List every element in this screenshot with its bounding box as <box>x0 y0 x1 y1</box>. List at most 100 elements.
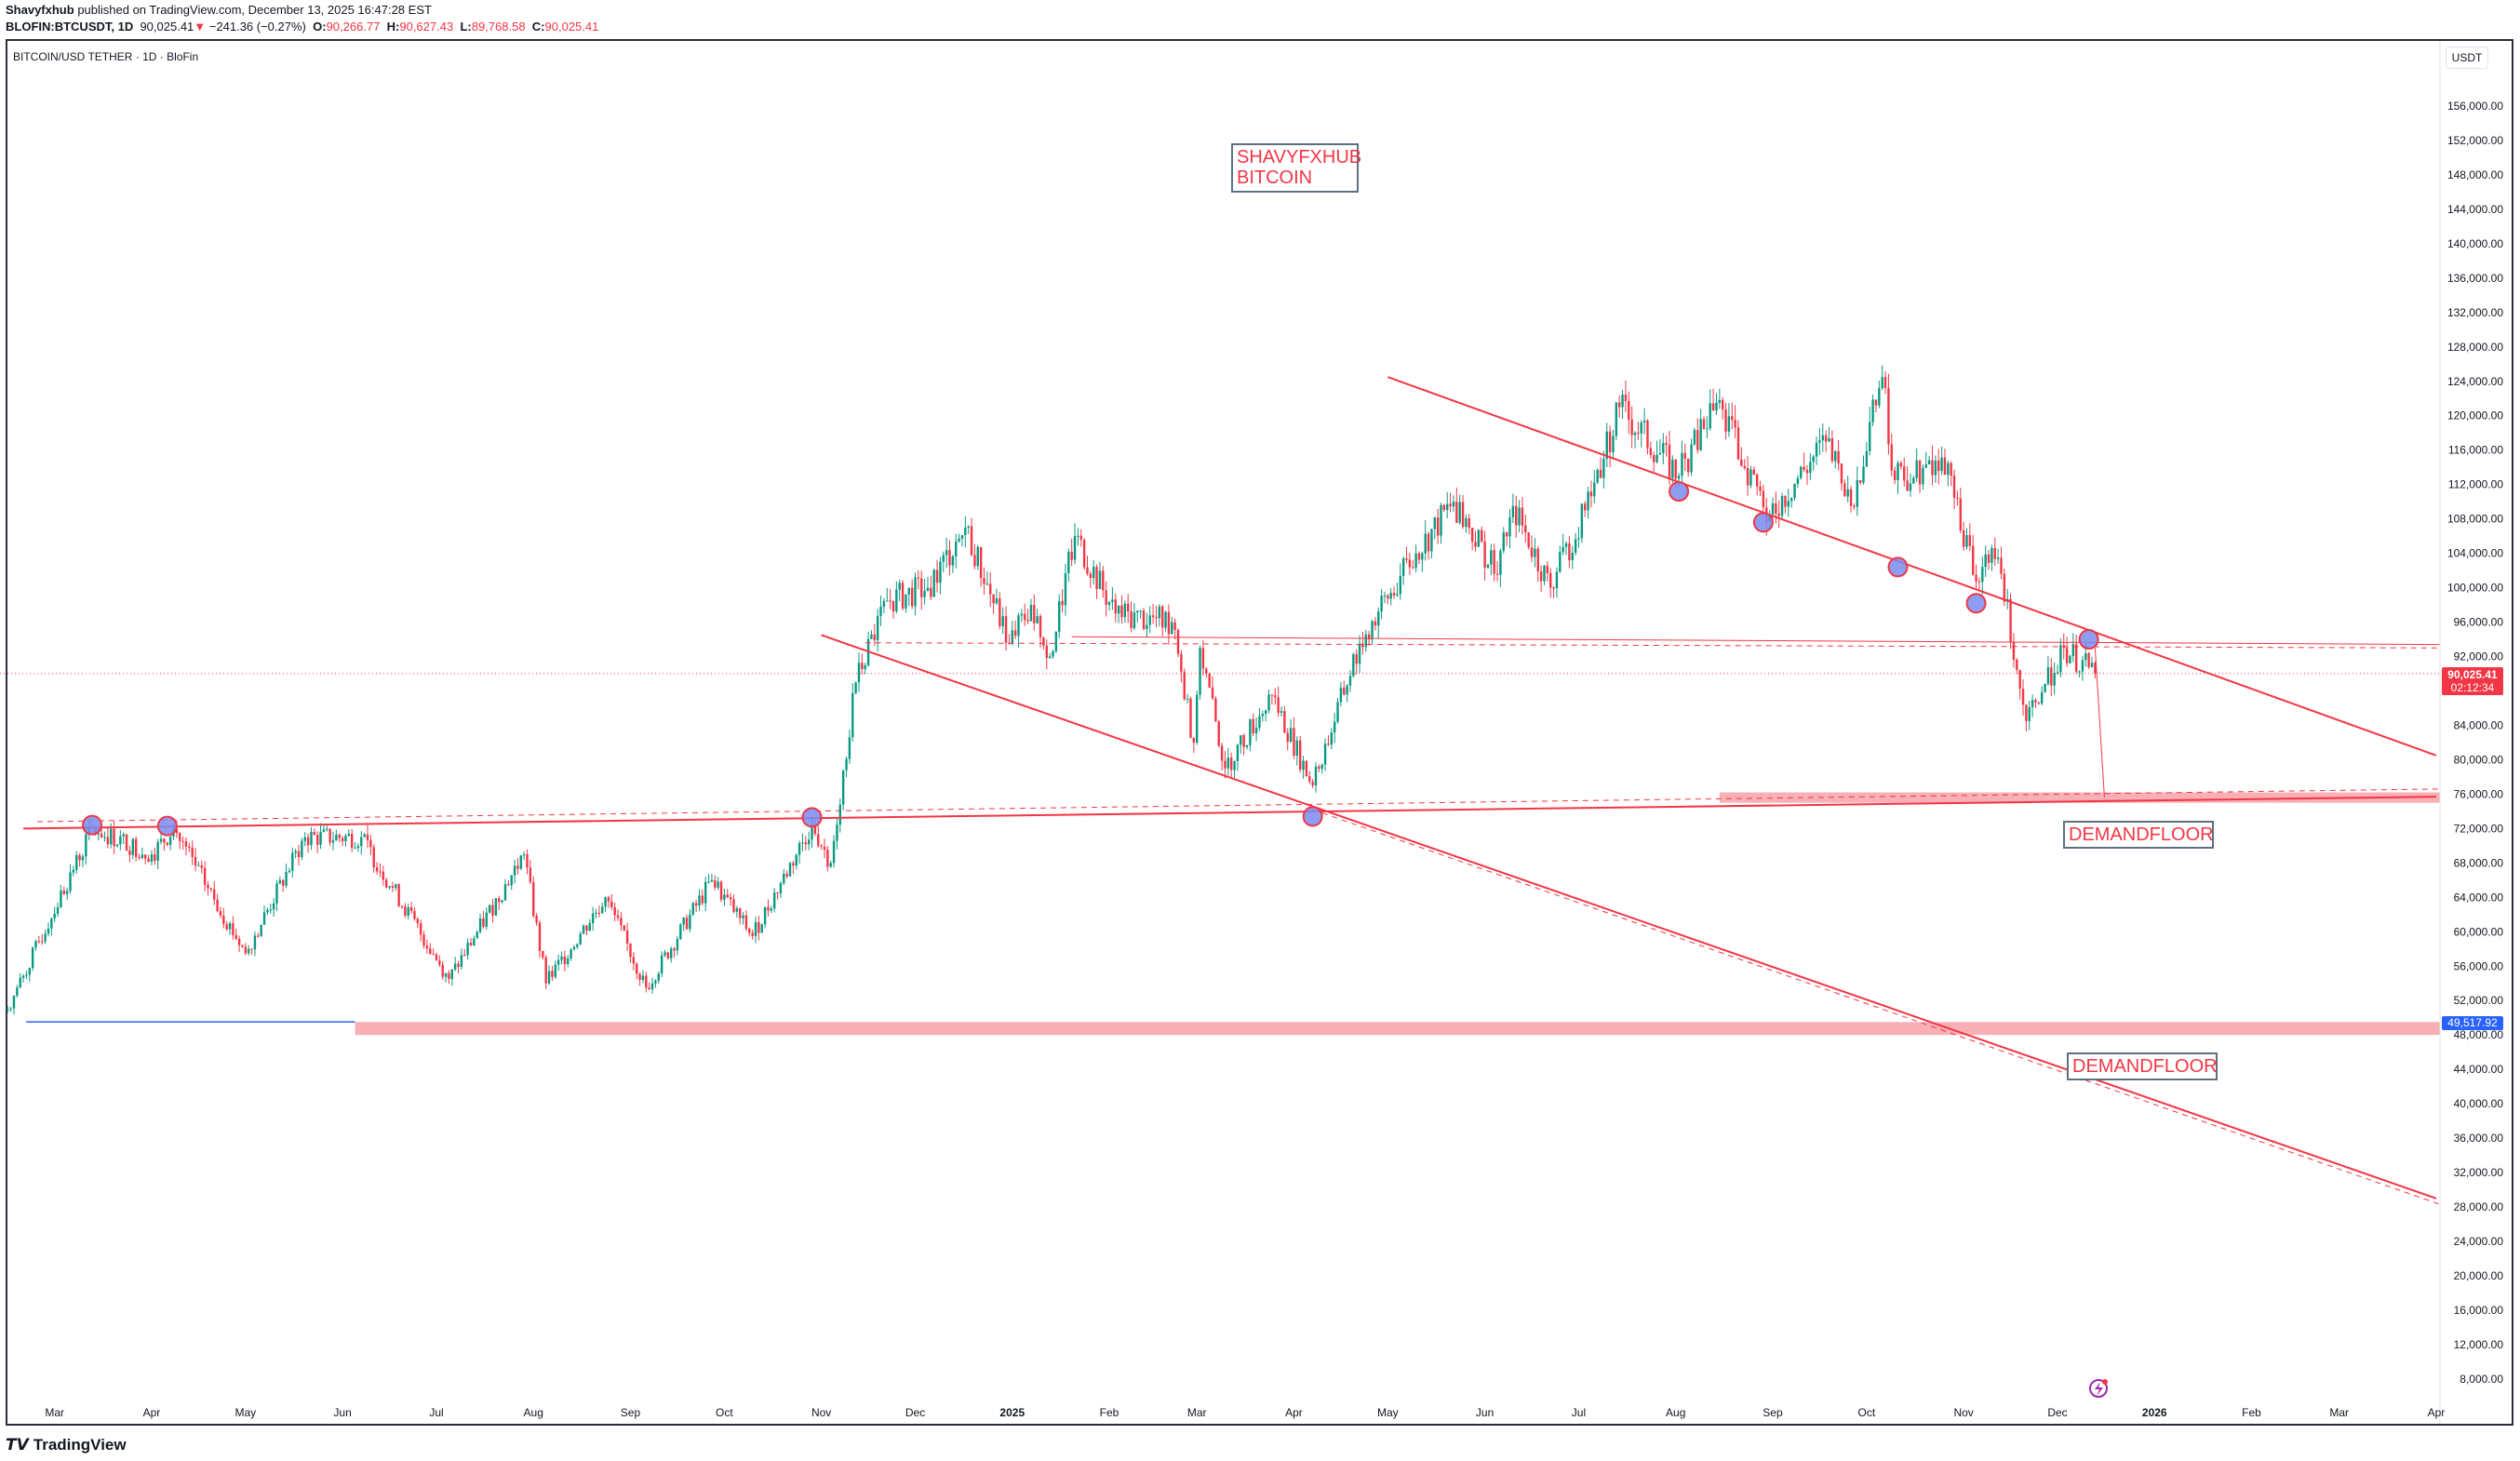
candle <box>1984 545 1987 578</box>
candle-body <box>1796 477 1800 484</box>
candle-body <box>1824 435 1828 442</box>
candle <box>2056 664 2059 676</box>
candle-body <box>1042 637 1045 646</box>
candle <box>585 924 588 936</box>
currency-button[interactable]: USDT <box>2446 47 2488 69</box>
candle-body <box>1146 624 1148 629</box>
candle-body <box>1621 394 1624 408</box>
candle <box>926 576 930 592</box>
candle <box>1871 394 1874 427</box>
candle <box>1302 756 1305 779</box>
candle <box>219 906 222 918</box>
candle-body <box>1102 570 1105 591</box>
demandfloor-label-lower[interactable]: DEMANDFLOOR <box>2067 1052 2218 1080</box>
candle-body <box>1789 498 1793 502</box>
candle <box>1465 514 1468 533</box>
tradingview-logo[interactable]: 𝙏𝙑 TradingView <box>6 1436 127 1454</box>
candle-body <box>1045 645 1048 658</box>
candle-body <box>623 925 625 931</box>
candle-body <box>1743 465 1746 468</box>
candle <box>932 568 935 597</box>
candle <box>237 935 241 952</box>
candle-body <box>757 921 760 933</box>
candle-body <box>1543 565 1546 582</box>
price-tick-label: 128,000.00 <box>2447 341 2503 354</box>
candle-body <box>945 550 948 556</box>
candle-body <box>1846 489 1849 497</box>
candle-body <box>823 846 826 851</box>
candle <box>141 847 144 860</box>
time-tick-label: Feb <box>2242 1406 2261 1419</box>
candle-body <box>1274 695 1277 698</box>
candle <box>973 543 976 570</box>
candle-body <box>1709 403 1711 429</box>
candle-body <box>1136 610 1139 613</box>
candle-body <box>360 837 363 847</box>
candle <box>735 905 739 918</box>
candle <box>288 867 291 874</box>
price-tick-label: 40,000.00 <box>2454 1097 2504 1110</box>
candle-body <box>1233 760 1236 771</box>
falling-line-dashed <box>1312 809 2441 1205</box>
candle <box>1011 621 1013 646</box>
candle <box>1518 500 1521 533</box>
candle-body <box>184 841 188 847</box>
candle-body <box>1546 565 1549 573</box>
candle-body <box>1105 590 1107 606</box>
candle-body <box>1959 498 1962 530</box>
candle <box>1511 493 1515 524</box>
candle <box>469 937 473 946</box>
candle-body <box>1515 505 1518 526</box>
candle-body <box>1952 476 1956 498</box>
candle-body <box>1070 551 1073 560</box>
candle-body <box>363 834 366 838</box>
demandfloor-label-upper[interactable]: DEMANDFLOOR <box>2063 821 2214 849</box>
candle-body <box>232 923 235 935</box>
candle-body <box>813 824 817 835</box>
candle <box>1824 430 1828 452</box>
candle-body <box>1612 436 1615 452</box>
candle <box>375 862 379 875</box>
candle <box>503 878 507 902</box>
author-name[interactable]: Shavyfxhub <box>6 3 74 17</box>
candle-body <box>444 972 448 977</box>
candle <box>1662 433 1665 465</box>
candle <box>1881 365 1883 391</box>
candle-body <box>257 935 260 937</box>
candle <box>1161 605 1164 637</box>
candle-body <box>960 535 964 539</box>
time-tick-label: Jun <box>333 1406 351 1419</box>
candle <box>654 979 657 988</box>
candle <box>319 823 322 850</box>
candle <box>322 824 326 833</box>
candle-body <box>319 831 322 845</box>
candle <box>820 843 823 851</box>
candle-body <box>466 943 469 956</box>
candle-body <box>432 954 435 956</box>
candle-body <box>1652 455 1655 462</box>
candle <box>723 889 726 906</box>
candle <box>1922 464 1924 490</box>
candle <box>1054 631 1058 654</box>
candle <box>516 858 519 875</box>
candle <box>1289 718 1293 744</box>
candle <box>400 905 404 909</box>
candle <box>1624 380 1628 413</box>
candle <box>285 864 288 889</box>
candle-body <box>1899 462 1903 467</box>
candle <box>1574 532 1577 556</box>
candle <box>1102 566 1105 598</box>
candle-body <box>795 854 798 866</box>
title-annotation[interactable]: SHAVYFXHUB BITCOIN <box>1231 143 1361 193</box>
candle <box>1789 497 1793 508</box>
candle-body <box>930 587 932 597</box>
candle <box>250 948 253 956</box>
candle <box>1470 527 1474 551</box>
support-line-dashed <box>36 788 2441 823</box>
candle-body <box>1377 611 1380 626</box>
candle <box>168 836 172 851</box>
candle <box>807 831 811 851</box>
candle-body <box>338 834 341 838</box>
candle-body <box>1693 430 1696 445</box>
